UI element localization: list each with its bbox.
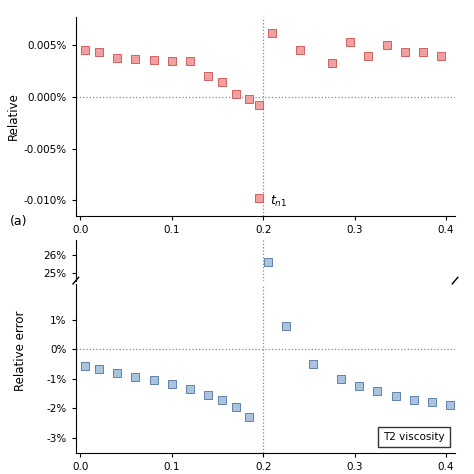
Text: $t_{n1}$: $t_{n1}$ xyxy=(270,194,287,210)
Y-axis label: Relative: Relative xyxy=(7,92,19,140)
Text: (a): (a) xyxy=(9,215,27,228)
Legend: T2 viscosity: T2 viscosity xyxy=(378,427,450,447)
X-axis label: t(s): t(s) xyxy=(255,240,275,253)
Y-axis label: Relative error: Relative error xyxy=(14,311,27,392)
